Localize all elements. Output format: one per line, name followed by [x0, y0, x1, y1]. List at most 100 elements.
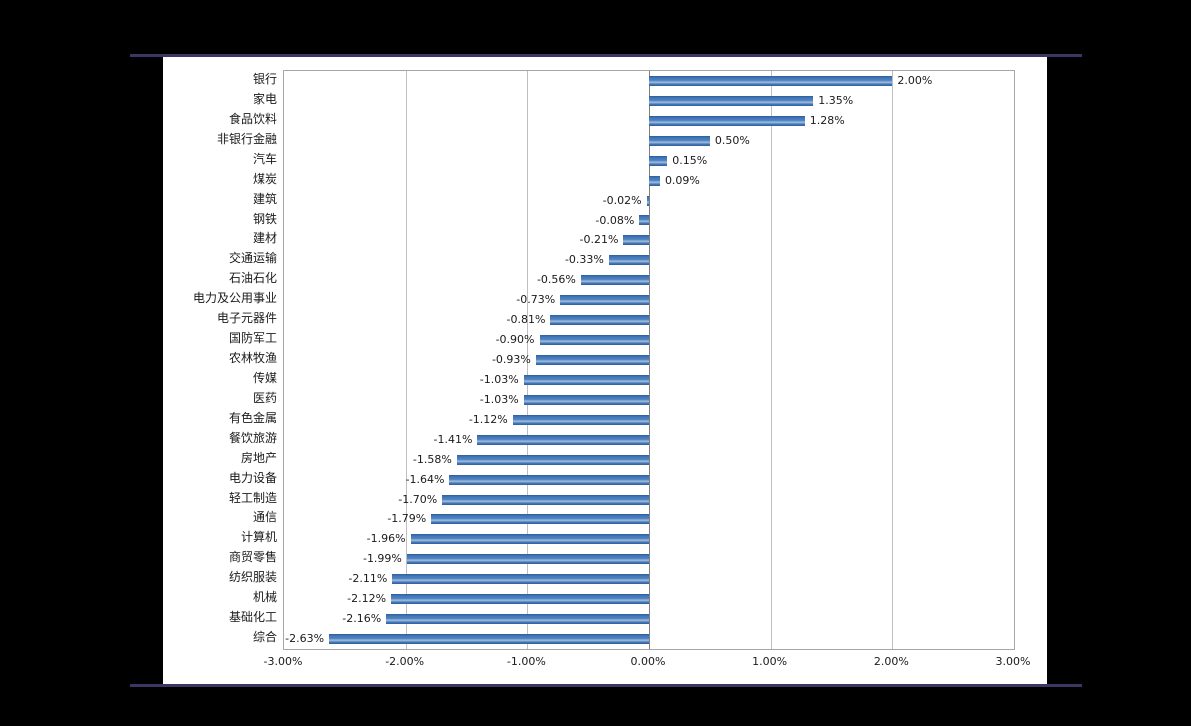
bar: [406, 554, 649, 565]
bar-value-label: -0.21%: [579, 233, 619, 247]
bar: [608, 255, 649, 266]
bar: [391, 594, 649, 605]
bar-value-label: -1.12%: [468, 412, 508, 426]
bar: [477, 434, 649, 445]
bar: [649, 95, 814, 106]
category-label: 商贸零售: [228, 550, 277, 565]
x-tick-label: 0.00%: [630, 655, 666, 668]
bar-value-label: -1.96%: [366, 532, 406, 546]
x-tick-label: -3.00%: [263, 655, 303, 668]
gridline: [770, 71, 772, 649]
bar: [410, 534, 649, 545]
category-label: 建筑: [252, 191, 277, 206]
bar: [623, 235, 649, 246]
bar: [649, 175, 660, 186]
bar: [560, 295, 649, 306]
category-label: 非银行金融: [216, 131, 277, 146]
category-label: 国防军工: [228, 331, 277, 346]
category-label: 汽车: [252, 151, 277, 166]
bar-value-label: -2.16%: [342, 612, 382, 626]
zero-axis-line: [649, 71, 650, 649]
category-label: 电力及公用事业: [192, 291, 277, 306]
bar-value-label: -2.63%: [285, 632, 325, 646]
bar-value-label: -1.99%: [362, 552, 402, 566]
bar-value-label: -0.08%: [595, 213, 635, 227]
category-label: 通信: [252, 510, 277, 525]
category-label: 医药: [252, 390, 277, 405]
chart-panel: 银行 家电 食品饮料 非银行金融 汽车 煤炭 建筑 钢铁 建材 交通运输 石油石化 电力及公用事业 电子…: [163, 57, 1047, 684]
bar-value-label: -2.12%: [347, 592, 387, 606]
bar: [646, 195, 649, 206]
top-accent-rule: [130, 54, 1082, 57]
bar: [535, 355, 649, 365]
category-label: 煤炭: [252, 171, 277, 186]
category-label: 交通运输: [228, 251, 277, 266]
bar: [512, 414, 649, 425]
category-label: 石油石化: [228, 271, 277, 286]
bar-value-label: 0.09%: [664, 173, 700, 187]
bar-value-label: -1.79%: [387, 512, 427, 526]
x-tick-label: 2.00%: [873, 655, 909, 668]
bar-value-label: -0.33%: [564, 253, 604, 267]
category-label: 银行: [252, 72, 277, 86]
bar: [456, 454, 649, 465]
category-label: 餐饮旅游: [228, 430, 277, 445]
bar: [550, 315, 649, 326]
bar-value-label: -0.90%: [495, 333, 535, 347]
plot-area: 2.00% 1.35% 1.28% 0.50% 0.15% 0.09% -0.02% -0.0…: [283, 70, 1015, 650]
bar-value-label: -0.02%: [602, 193, 642, 207]
bar: [523, 374, 649, 385]
category-label: 家电: [252, 91, 277, 106]
bar: [580, 275, 649, 286]
x-tick-label: -1.00%: [506, 655, 546, 668]
x-tick-label: 3.00%: [995, 655, 1031, 668]
bar-value-label: -1.03%: [479, 372, 519, 386]
category-label: 传媒: [252, 370, 277, 385]
bar-value-label: -0.81%: [506, 313, 546, 327]
bar: [649, 135, 710, 146]
bar: [539, 335, 649, 346]
gridline: [405, 71, 407, 649]
category-label: 纺织服装: [228, 570, 277, 585]
category-label: 电力设备: [228, 470, 277, 485]
bar: [639, 215, 649, 226]
bar-value-label: -1.41%: [433, 432, 473, 446]
category-label: 综合: [252, 630, 277, 645]
bottom-accent-rule: [130, 684, 1082, 687]
bar-value-label: -0.56%: [536, 273, 576, 287]
x-tick-label: 1.00%: [752, 655, 788, 668]
bar: [442, 494, 649, 505]
bar-value-label: -0.93%: [491, 353, 531, 367]
category-label: 建材: [252, 231, 277, 246]
category-label: 有色金属: [228, 410, 277, 425]
x-tick-label: -2.00%: [385, 655, 425, 668]
category-label: 农林牧渔: [228, 351, 277, 366]
bar-value-label: 0.15%: [672, 153, 708, 167]
bar-value-label: -2.11%: [348, 572, 388, 586]
bar: [649, 155, 668, 166]
bar: [649, 115, 805, 126]
bar-value-label: -1.70%: [398, 492, 438, 506]
bar: [523, 394, 649, 405]
bar: [386, 614, 649, 625]
bar-value-label: 2.00%: [897, 74, 933, 87]
bar-value-label: 1.28%: [809, 113, 845, 127]
bar: [392, 574, 649, 585]
category-label: 钢铁: [252, 211, 277, 226]
bar-value-label: -1.03%: [479, 392, 519, 406]
category-label: 机械: [252, 590, 277, 605]
gridline: [527, 71, 529, 649]
bar: [449, 474, 649, 485]
bar-value-label: -0.73%: [516, 293, 556, 307]
bar: [649, 75, 893, 86]
bar-value-label: -1.58%: [412, 452, 452, 466]
category-label: 电子元器件: [216, 311, 277, 326]
gridline: [892, 71, 894, 649]
category-label: 房地产: [240, 450, 277, 465]
bar: [431, 514, 649, 525]
bar-value-label: 1.35%: [818, 93, 854, 107]
bar-value-label: -1.64%: [405, 472, 445, 486]
category-label: 轻工制造: [228, 490, 277, 505]
category-label: 计算机: [240, 530, 277, 545]
